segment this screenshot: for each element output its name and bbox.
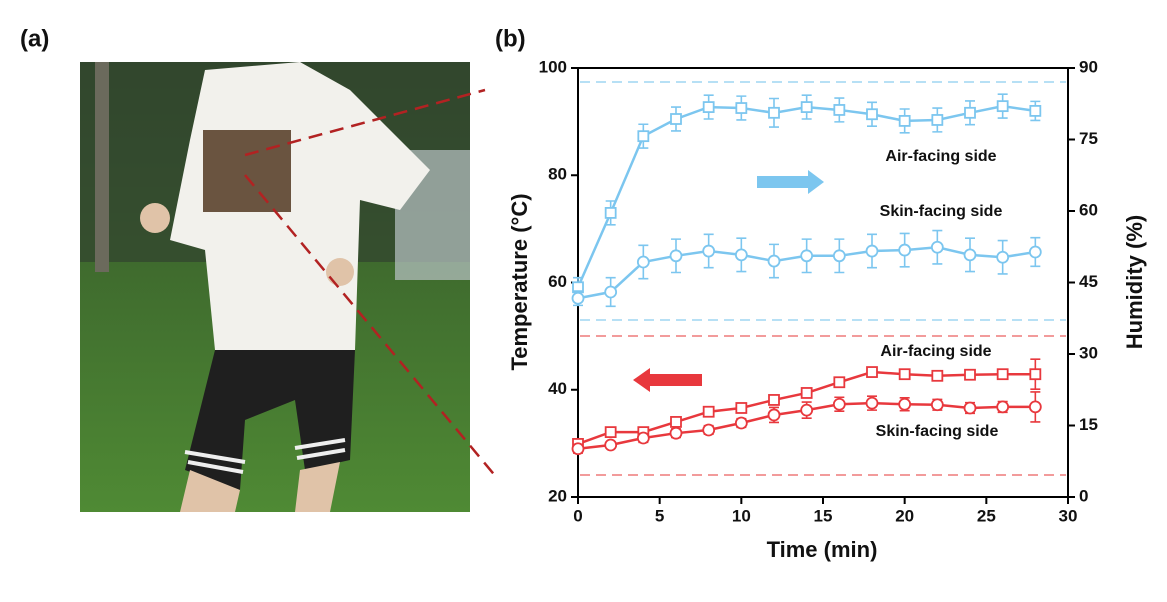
data-point <box>833 104 846 116</box>
data-point <box>866 108 878 121</box>
data-point <box>996 400 1010 414</box>
data-point <box>898 115 911 127</box>
data-point <box>1029 105 1042 117</box>
data-point <box>767 254 781 268</box>
plot: 0 5 10 15 20 25 30 20 40 60 80 100 0 15 30 45 60 75 90 Air-… <box>539 57 1098 525</box>
data-point <box>865 396 879 410</box>
data-point <box>734 248 748 262</box>
x-tick-label: 30 <box>1059 506 1078 525</box>
y2-tick-label: 75 <box>1079 129 1098 148</box>
data-point <box>996 368 1009 381</box>
data-point <box>930 240 944 254</box>
y2-tick-label: 15 <box>1079 415 1098 434</box>
y2-tick-label: 30 <box>1079 343 1098 362</box>
data-point <box>670 113 682 125</box>
x-tick-label: 25 <box>977 506 996 525</box>
data-point <box>768 106 780 119</box>
data-point <box>1028 245 1042 259</box>
y2-tick-label: 0 <box>1079 486 1088 505</box>
data-point <box>865 244 879 258</box>
x-tick-label: 0 <box>573 506 582 525</box>
data-point <box>702 423 716 437</box>
panel-label: (b) <box>495 25 526 52</box>
data-point <box>669 249 683 263</box>
data-point <box>604 426 617 439</box>
data-point <box>702 101 715 113</box>
photo <box>80 62 498 512</box>
data-point <box>996 100 1009 113</box>
y2-tick-label: 45 <box>1079 272 1098 291</box>
data-point <box>670 416 682 428</box>
y2-tick-label: 90 <box>1079 57 1098 76</box>
x-tick-label: 15 <box>814 506 833 525</box>
data-point <box>931 369 944 382</box>
data-point <box>964 106 976 119</box>
data-point <box>1028 400 1042 414</box>
data-point <box>996 250 1010 264</box>
axis-arrow <box>633 368 702 392</box>
data-point <box>832 397 846 411</box>
y-axis-title: Temperature (°C) <box>507 193 532 370</box>
data-point <box>637 130 650 143</box>
series-label: Air-facing side <box>880 343 991 360</box>
x-tick-label: 10 <box>732 506 751 525</box>
data-point <box>800 249 814 263</box>
series-label: Skin-facing side <box>880 203 1003 220</box>
series-label: Skin-facing side <box>876 423 999 440</box>
y-tick-label: 100 <box>539 57 567 76</box>
data-point <box>1029 368 1042 381</box>
data-point <box>768 394 780 406</box>
data-point <box>833 376 846 389</box>
data-point <box>735 402 748 414</box>
data-point <box>604 438 618 452</box>
data-point <box>898 243 912 257</box>
data-point <box>571 291 585 305</box>
data-point <box>898 368 911 381</box>
data-point <box>866 366 878 378</box>
data-point <box>767 408 781 422</box>
x-tick-label: 5 <box>655 506 664 525</box>
data-point <box>669 426 683 440</box>
y-tick-label: 20 <box>548 486 567 505</box>
x-tick-label: 20 <box>895 506 914 525</box>
data-point <box>636 431 650 445</box>
data-point <box>604 207 617 219</box>
data-point <box>800 387 813 399</box>
panel-label: (a) <box>20 25 49 52</box>
data-point <box>832 249 846 263</box>
data-point <box>930 398 944 412</box>
y-tick-label: 80 <box>548 165 567 184</box>
y-tick-label: 60 <box>548 272 567 291</box>
data-point <box>963 248 977 262</box>
y2-axis-title: Humidity (%) <box>1122 215 1147 349</box>
data-point <box>571 442 585 456</box>
data-point <box>898 397 912 411</box>
data-point <box>735 102 748 114</box>
x-axis-title: Time (min) <box>767 537 878 562</box>
data-point <box>702 244 716 258</box>
series-label: Air-facing side <box>885 148 996 165</box>
data-point <box>931 114 944 126</box>
data-point <box>800 403 814 417</box>
data-point <box>604 285 618 299</box>
y2-tick-label: 60 <box>1079 200 1098 219</box>
data-point <box>636 255 650 269</box>
data-point <box>800 101 813 113</box>
region-boxes <box>580 81 1066 476</box>
y-tick-label: 40 <box>548 379 567 398</box>
data-point <box>964 368 976 381</box>
data-point <box>702 405 715 418</box>
data-point <box>963 401 977 415</box>
data-point <box>734 416 748 430</box>
axis-arrow <box>757 170 824 194</box>
